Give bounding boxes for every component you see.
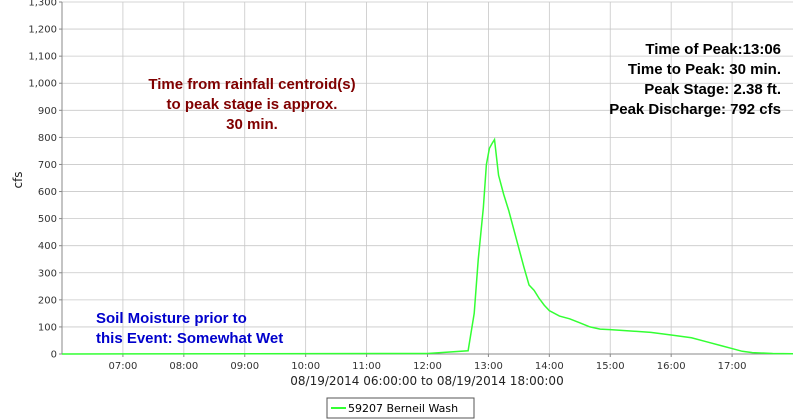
- time-of-peak-text: Time of Peak:13:06: [645, 41, 781, 58]
- y-tick-label: 900: [38, 106, 57, 117]
- y-tick-label: 1,300: [28, 0, 57, 9]
- centroid-line-3: 30 min.: [226, 116, 278, 133]
- peak-discharge-text: Peak Discharge: 792 cfs: [609, 101, 781, 118]
- series-line-59207-berneil-wash: [61, 137, 794, 355]
- legend-box: [326, 397, 475, 419]
- y-axis-label: cfs: [11, 171, 25, 188]
- legend: 59207 Berneil Wash: [326, 397, 475, 419]
- y-tick-label: 500: [38, 214, 57, 225]
- y-tick-label: 600: [38, 187, 57, 198]
- x-tick-label: 15:00: [596, 361, 625, 372]
- x-tick-label: 07:00: [109, 361, 138, 372]
- x-tick-label: 16:00: [657, 361, 686, 372]
- x-tick-label: 12:00: [413, 361, 442, 372]
- y-tick-label: 200: [38, 295, 57, 306]
- y-tick-label: 1,200: [28, 25, 57, 36]
- y-tick-label: 1,000: [28, 79, 57, 90]
- soil-moisture-annotation: Soil Moisture prior to this Event: Somew…: [96, 310, 283, 347]
- y-tick-label: 700: [38, 160, 57, 171]
- x-tick-label: 14:00: [535, 361, 564, 372]
- y-tick-label: 400: [38, 241, 57, 252]
- y-axis-ticks: 0 100 200 300 400 500 600 700 800 900 1,000 1,100 1,…: [28, 0, 62, 361]
- centroid-annotation: Time from rainfall centroid(s) to peak s…: [148, 76, 355, 133]
- x-axis-label: 08/19/2014 06:00:00 to 08/19/2014 18:00:…: [290, 374, 563, 388]
- peak-stage-text: Peak Stage: 2.38 ft.: [644, 81, 781, 98]
- x-tick-label: 08:00: [169, 361, 198, 372]
- y-tick-label: 1,100: [28, 52, 57, 63]
- soil-moisture-line-1: Soil Moisture prior to: [96, 310, 247, 327]
- peak-info-annotation: Time of Peak:13:06 Time to Peak: 30 min.…: [609, 41, 781, 118]
- centroid-line-2: to peak stage is approx.: [167, 96, 338, 113]
- x-tick-label: 09:00: [230, 361, 259, 372]
- y-tick-label: 0: [51, 350, 57, 361]
- x-axis-ticks: 07:00 08:00 09:00 10:00 11:00 12:00 13:00 14:00…: [109, 354, 747, 372]
- x-tick-label: 17:00: [718, 361, 747, 372]
- x-tick-label: 13:00: [474, 361, 503, 372]
- centroid-line-1: Time from rainfall centroid(s): [148, 76, 355, 93]
- grid-lines: [62, 1, 793, 354]
- time-to-peak-text: Time to Peak: 30 min.: [628, 61, 781, 78]
- soil-moisture-line-2: this Event: Somewhat Wet: [96, 330, 283, 347]
- x-tick-label: 11:00: [352, 361, 381, 372]
- legend-label: 59207 Berneil Wash: [348, 402, 458, 415]
- y-tick-label: 800: [38, 133, 57, 144]
- y-tick-label: 100: [38, 322, 57, 333]
- y-tick-label: 300: [38, 268, 57, 279]
- x-tick-label: 10:00: [291, 361, 320, 372]
